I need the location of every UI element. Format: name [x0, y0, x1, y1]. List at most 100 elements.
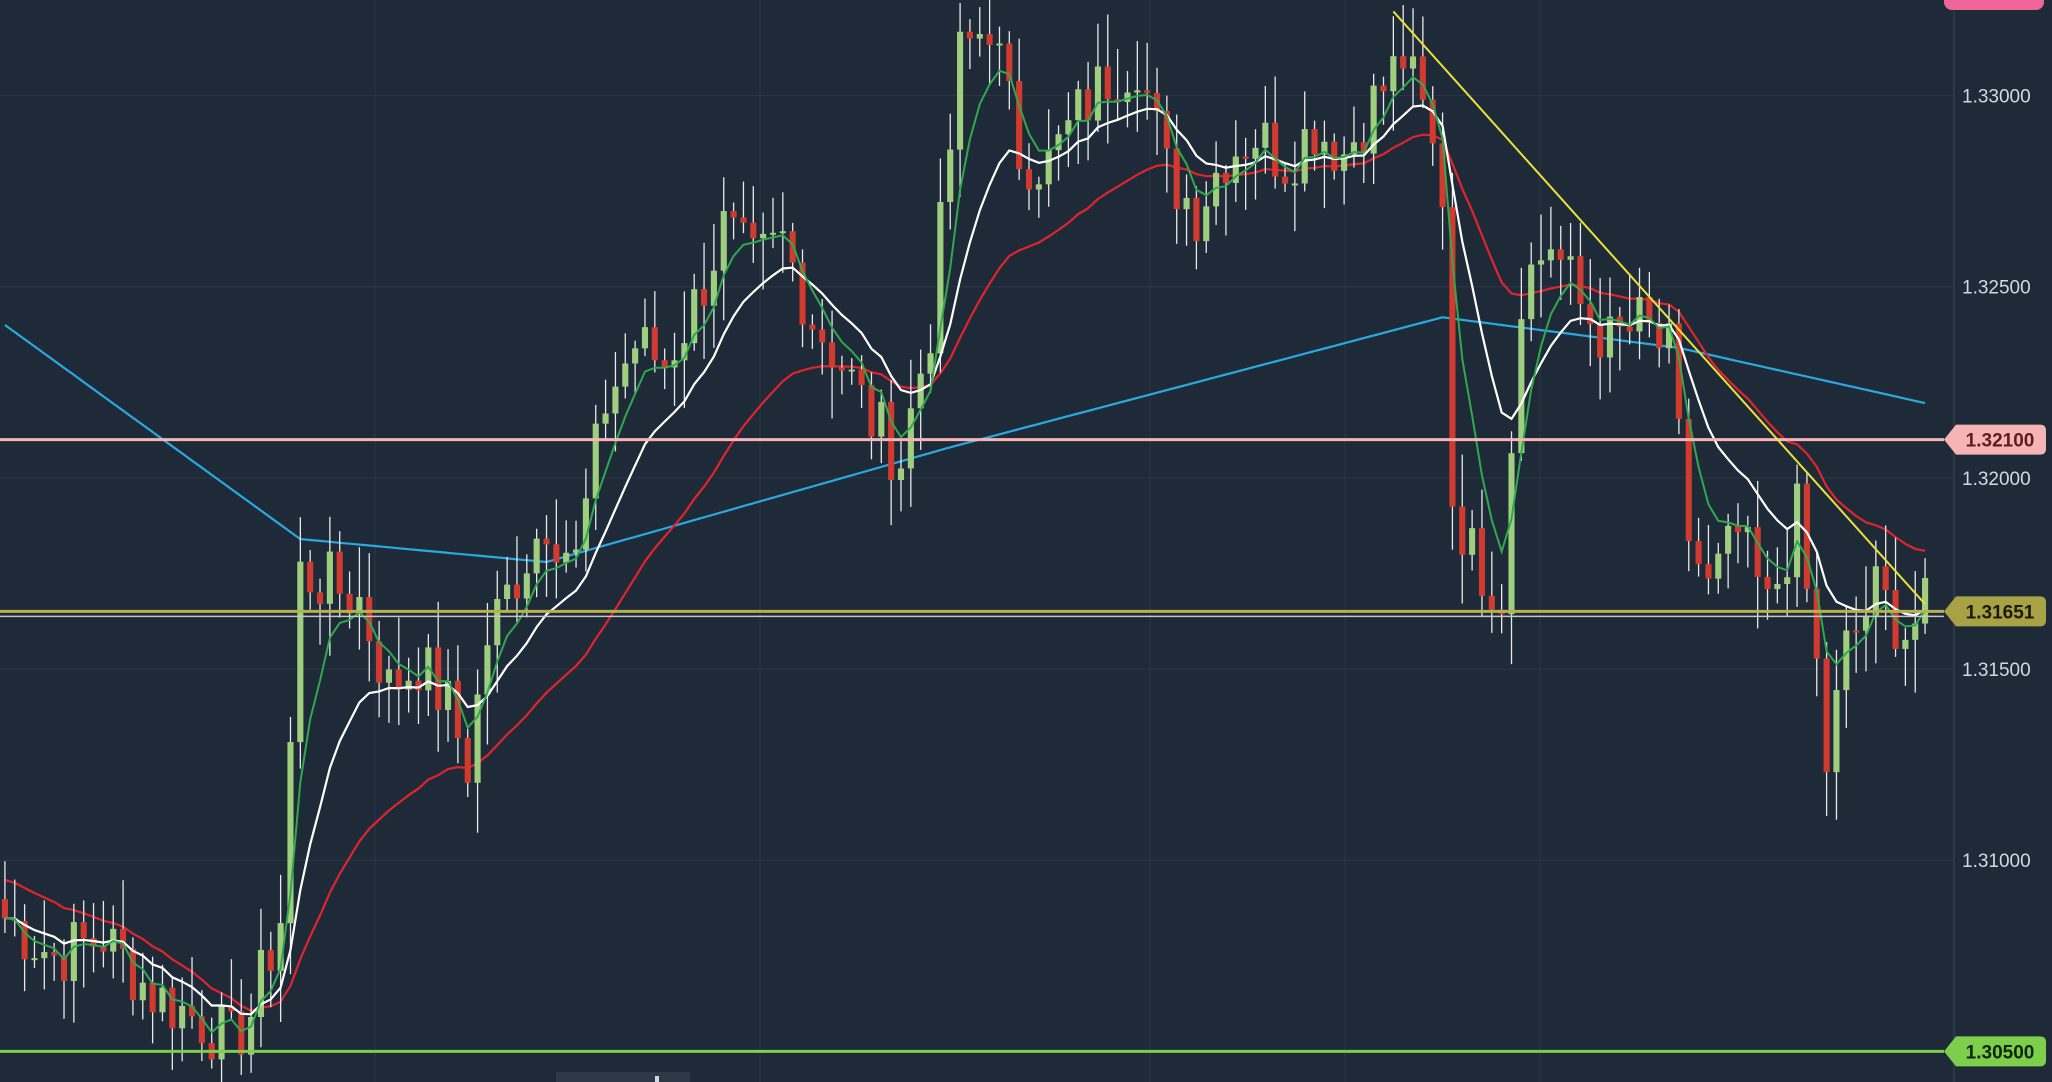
ma-mid-line — [4, 104, 1926, 1016]
candle-up — [257, 949, 264, 1018]
candle-up — [1469, 528, 1476, 555]
candle-up — [474, 694, 481, 783]
candle-up — [632, 348, 639, 364]
candle-up — [848, 369, 855, 372]
candle-down — [1104, 66, 1111, 100]
candle-up — [1537, 260, 1545, 265]
candle-up — [779, 231, 786, 234]
candle-up — [504, 584, 511, 600]
candle-up — [1075, 89, 1082, 121]
candle-up — [297, 561, 304, 743]
candle-down — [336, 551, 343, 594]
candle-down — [1272, 122, 1279, 177]
time-axis-marker — [556, 1072, 690, 1082]
candle-up — [425, 647, 432, 691]
candle-up — [957, 31, 964, 150]
candle-up — [1843, 630, 1850, 691]
candle-down — [1695, 541, 1702, 565]
price-tags: 1.32100 1.31651 1.30500 — [1944, 424, 2046, 1067]
candle-down — [1016, 81, 1023, 170]
candle-down — [376, 641, 383, 683]
price-axis-tick-label: 1.33000 — [1962, 87, 2031, 108]
ma-long-line — [4, 316, 1926, 564]
candle-up — [139, 982, 146, 1001]
candle-up — [1508, 453, 1515, 615]
candle-down — [1764, 576, 1771, 590]
candle-down — [169, 987, 176, 1029]
candle-down — [1439, 143, 1446, 208]
candle-down — [80, 922, 87, 939]
price-axis: 1.33000 1.32500 1.32000 1.31500 1.31000 — [1962, 87, 2031, 873]
candle-up — [277, 923, 284, 971]
candle-up — [484, 645, 491, 695]
candle-up — [592, 423, 599, 499]
candle-up — [444, 680, 452, 711]
candle-up — [996, 43, 1003, 46]
candle-down — [307, 561, 314, 593]
candle-down — [1400, 56, 1407, 69]
candle-up — [1409, 56, 1417, 69]
candle-down — [651, 327, 658, 361]
candle-up — [1262, 122, 1269, 148]
candle-up — [1833, 690, 1840, 773]
candle-down — [868, 385, 875, 437]
candle-down — [966, 31, 973, 39]
candle-down — [1626, 326, 1633, 332]
candle-up — [897, 468, 905, 480]
candle-up — [179, 1005, 186, 1029]
candle-up — [1124, 92, 1131, 102]
ma-slow-line — [4, 133, 1926, 1012]
candle-up — [1715, 553, 1722, 579]
candle-up — [287, 742, 294, 924]
candle-up — [1872, 566, 1879, 616]
candle-down — [799, 262, 806, 325]
candle-down — [1281, 176, 1289, 184]
candle-up — [1321, 141, 1328, 155]
candle-down — [1331, 141, 1338, 171]
candle-up — [1784, 577, 1791, 584]
candle-down — [1222, 172, 1229, 183]
candle-down — [661, 360, 668, 368]
candle-up — [1370, 85, 1377, 154]
time-axis-tick — [655, 1076, 659, 1082]
candle-up — [1744, 527, 1751, 533]
trendline-line — [1392, 10, 1926, 605]
candle-down — [21, 921, 28, 960]
candle-up — [1547, 249, 1554, 261]
candle-down — [228, 1005, 235, 1012]
candle-up — [1203, 206, 1210, 242]
candle-down — [858, 369, 865, 386]
candle-up — [1134, 90, 1141, 93]
candle-down — [986, 33, 993, 45]
candle-down — [1823, 658, 1830, 773]
candle-up — [572, 549, 580, 553]
candle-down — [1311, 129, 1318, 155]
price-tag — [1944, 596, 2046, 627]
candle-up — [385, 669, 393, 683]
price-axis-tick-label: 1.32000 — [1962, 469, 2031, 490]
candle-up — [927, 353, 934, 374]
candle-down — [543, 538, 550, 545]
candle-down — [1193, 197, 1200, 242]
candle-down — [513, 584, 521, 599]
candle-up — [710, 270, 717, 306]
price-tag — [1944, 1036, 2046, 1067]
candle-down — [1734, 525, 1742, 533]
price-tag-label: 1.31651 — [1966, 602, 2035, 623]
candle-up — [691, 289, 698, 344]
candle-down — [120, 928, 127, 949]
candle-up — [533, 538, 540, 574]
candle-down — [1853, 630, 1860, 633]
candle-up — [947, 149, 954, 203]
candle-down — [1685, 418, 1692, 542]
candle-down — [1882, 566, 1889, 591]
candle-down — [750, 222, 757, 239]
horizontal-lines — [0, 438, 1944, 1053]
slow-moving-average — [4, 133, 1926, 1012]
candle-up — [1518, 319, 1525, 454]
candle-up — [1528, 264, 1535, 320]
candle-down — [1646, 297, 1653, 323]
candle-up — [1912, 623, 1919, 640]
